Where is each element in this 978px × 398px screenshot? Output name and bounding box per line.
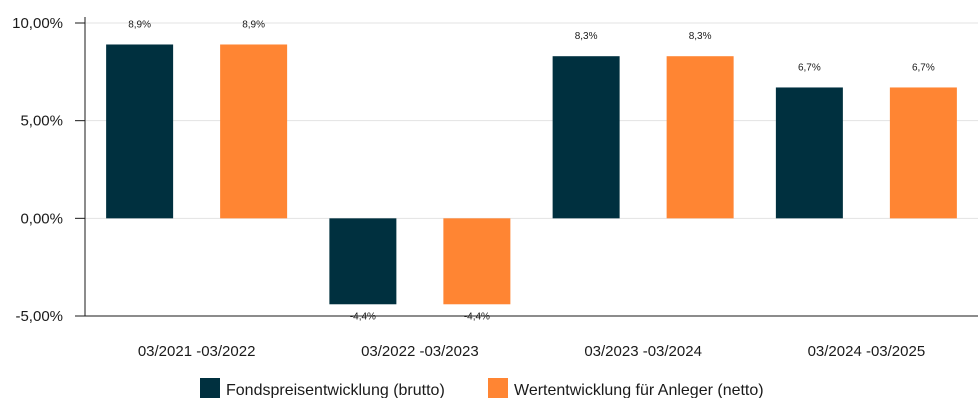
bar-netto (443, 218, 511, 305)
bar-value-label: 8,3% (575, 31, 598, 42)
gridlines (85, 22, 978, 317)
legend-label: Fondspreisentwicklung (brutto) (226, 382, 445, 398)
bar-netto (666, 56, 734, 219)
bar-netto (889, 87, 957, 219)
legend-swatch (200, 378, 220, 398)
y-tick-label: -5,00% (15, 308, 63, 325)
bar-brutto (329, 218, 397, 305)
x-category-label: 03/2021 -03/2022 (138, 343, 256, 360)
x-category-label: 03/2022 -03/2023 (361, 343, 479, 360)
bars (106, 44, 957, 305)
axes: 10,00% 5,00% 0,00% -5,00% 03/2021 -03/2022 03… (12, 15, 978, 360)
bar-value-label: 8,3% (689, 31, 712, 42)
data-labels: 8,9% 8,9% -4,4% -4,4% 8,3% 8,3% 6,7% 6,7% (128, 19, 935, 322)
bar-netto (220, 44, 288, 219)
bar-value-label: -4,4% (350, 311, 376, 322)
bar-brutto (552, 56, 620, 219)
y-tick-label: 0,00% (20, 210, 63, 227)
bar-value-label: -4,4% (464, 311, 490, 322)
bar-brutto (775, 87, 843, 219)
x-category-label: 03/2023 -03/2024 (584, 343, 702, 360)
legend-swatch (488, 378, 508, 398)
bar-brutto (106, 44, 174, 219)
x-category-label: 03/2024 -03/2025 (808, 343, 926, 360)
bar-value-label: 8,9% (242, 19, 265, 30)
bar-value-label: 6,7% (798, 62, 821, 73)
y-tick-label: 5,00% (20, 113, 63, 130)
legend: Fondspreisentwicklung (brutto) Wertentwic… (200, 378, 764, 398)
bar-value-label: 6,7% (912, 62, 935, 73)
legend-label: Wertentwicklung für Anleger (netto) (514, 382, 764, 398)
y-tick-label: 10,00% (12, 15, 63, 32)
bar-value-label: 8,9% (128, 19, 151, 30)
